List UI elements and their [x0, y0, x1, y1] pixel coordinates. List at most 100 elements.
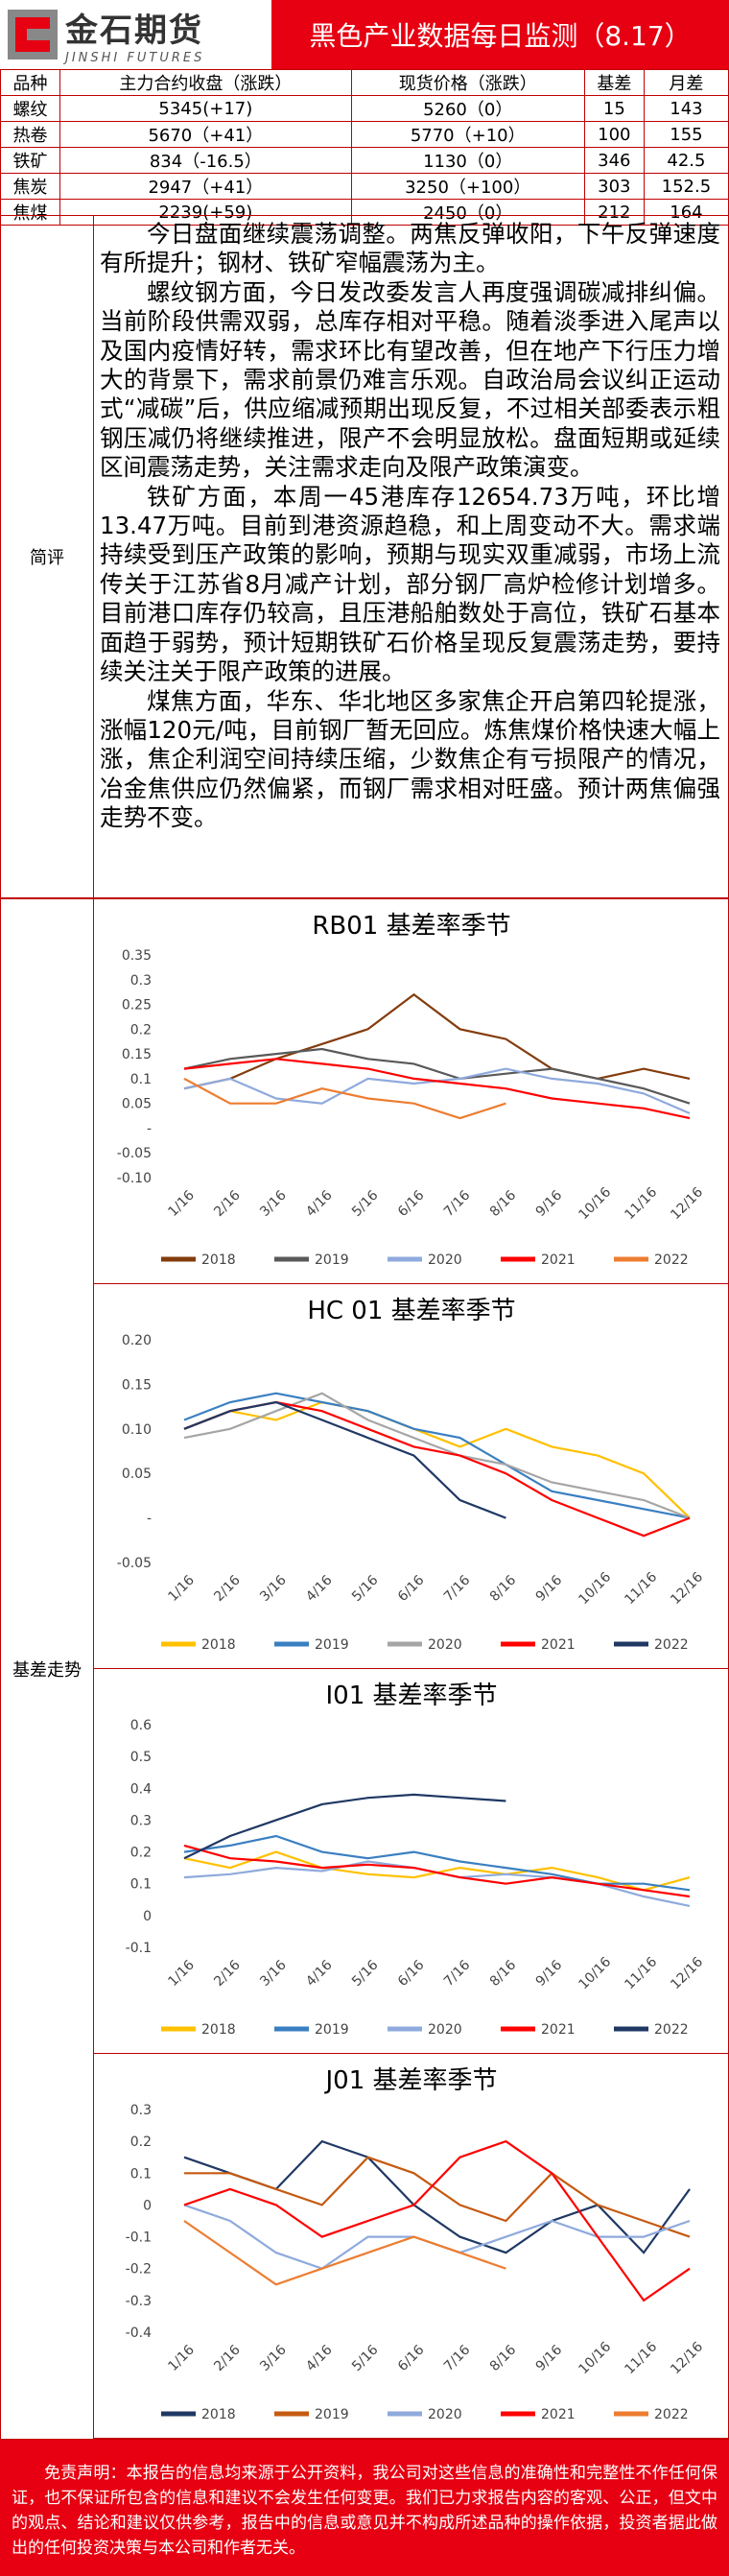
series-line: [183, 1844, 691, 1898]
legend-label: 2019: [315, 2022, 349, 2038]
table-cell: 2239(+59): [59, 199, 352, 226]
y-tick-label: -0.2: [126, 2262, 152, 2278]
table-cell: 5345(+17): [59, 95, 352, 122]
table-cell: 5260（0）: [350, 95, 585, 122]
legend-label: 2022: [654, 2407, 689, 2422]
chart-svg: J01 基差率季节 0.3 0.2 0.1 0 -0.1 -0.2 -0.3 -0.4 1/16 2…: [126, 2066, 707, 2422]
x-tick-label: 1/16: [165, 1187, 198, 1220]
chart-svg: RB01 基差率季节 0.35 0.3 0.25 0.2 0.15 0.1 0.05 - -0.0…: [117, 912, 706, 1268]
table-cell: 152.5: [643, 173, 729, 200]
x-tick-label: 2/16: [211, 1957, 244, 1990]
y-tick-label: 0.20: [122, 1333, 152, 1348]
series-line: [184, 2156, 691, 2238]
y-tick-label: 0.3: [130, 973, 152, 989]
y-tick-label: 0.15: [122, 1047, 152, 1062]
series-line: [183, 2139, 691, 2302]
x-tick-label: 12/16: [668, 1569, 706, 1608]
table-row: 热卷 5670（+41） 5770（+10） 100 155: [0, 121, 729, 148]
y-tick-label: -0.05: [117, 1146, 152, 1161]
table-cell: 303: [583, 173, 645, 200]
x-tick-label: 10/16: [576, 1184, 614, 1223]
table-row: 焦炭 2947（+41） 3250（+100） 303 152.5: [0, 173, 729, 200]
x-tick-label: 6/16: [395, 1187, 428, 1220]
table-cell: 155: [643, 121, 729, 148]
x-tick-label: 4/16: [303, 1187, 336, 1220]
chart-title: HC 01 基差率季节: [307, 1297, 515, 1325]
chart-svg: HC 01 基差率季节 0.20 0.15 0.10 0.05 - -0.05 1/16 2/1…: [117, 1297, 706, 1653]
table-row: 铁矿 834（-16.5） 1130（0） 346 42.5: [0, 147, 729, 174]
table-cell: 346: [583, 147, 645, 174]
series-line: [183, 2220, 506, 2286]
paragraph: 螺纹钢方面，今日发改委发言人再度强调碳减排纠偏。当前阶段供需双弱，总库存相对平稳…: [100, 277, 720, 482]
x-tick-label: 5/16: [349, 1957, 382, 1990]
y-tick-label: 0.4: [130, 1781, 152, 1797]
y-tick-label: 0.1: [130, 2166, 152, 2182]
x-tick-label: 7/16: [441, 1187, 474, 1220]
y-tick-label: -: [147, 1121, 152, 1136]
y-tick-label: -0.1: [126, 2230, 152, 2246]
y-tick-label: 0.3: [130, 2103, 152, 2118]
y-tick-label: 0.05: [122, 1097, 152, 1112]
x-tick-label: 1/16: [165, 1957, 198, 1990]
legend-label: 2022: [654, 1252, 689, 1268]
x-tick-label: 10/16: [576, 1569, 614, 1608]
paragraph: 今日盘面继续震荡调整。两焦反弹收阳，下午反弹速度有所提升；钢材、铁矿窄幅震荡为主…: [100, 220, 720, 277]
table-cell: 5670（+41）: [59, 121, 352, 148]
series-line: [183, 1400, 691, 1519]
logo-icon: [8, 10, 58, 60]
y-tick-label: -0.4: [126, 2326, 152, 2341]
legend-label: 2022: [654, 1637, 689, 1653]
chart-title: I01 基差率季节: [325, 1682, 497, 1710]
section-label: 基差走势: [1, 899, 94, 2439]
series-line: [183, 1793, 506, 1860]
column-header: 月差: [643, 69, 729, 96]
column-header: 品种: [0, 69, 61, 96]
table-row: 焦煤 2239(+59) 2450（0） 212 164: [0, 199, 729, 226]
chart: HC 01 基差率季节 0.20 0.15 0.10 0.05 - -0.05 1/16 2/1…: [94, 1284, 729, 1669]
x-tick-label: 5/16: [349, 2342, 382, 2374]
paragraph: 铁矿方面，本周一45港库存12654.73万吨，环比增13.47万吨。目前到港资…: [100, 482, 720, 686]
x-tick-label: 1/16: [165, 2342, 198, 2374]
comment-section: 简评 今日盘面继续震荡调整。两焦反弹收阳，下午反弹速度有所提升；钢材、铁矿窄幅震…: [0, 215, 729, 898]
legend-label: 2020: [428, 2022, 462, 2038]
x-tick-label: 7/16: [441, 1957, 474, 1990]
series-line: [183, 992, 691, 1090]
series-line: [183, 1058, 691, 1120]
column-header: 基差: [583, 69, 645, 96]
x-tick-label: 8/16: [487, 1187, 520, 1220]
y-tick-label: 0.2: [130, 1846, 152, 1861]
legend-label: 2018: [201, 2407, 236, 2422]
y-tick-label: 0.05: [122, 1467, 152, 1482]
y-tick-label: 0.10: [122, 1422, 152, 1438]
table-cell: 焦煤: [0, 199, 61, 226]
logo: 金石期货 JINSHI FUTURES: [0, 0, 271, 69]
table-row: 螺纹 5345(+17) 5260（0） 15 143: [0, 95, 729, 122]
series-line: [183, 1400, 691, 1538]
legend-label: 2020: [428, 1637, 462, 1653]
table-cell: 42.5: [643, 147, 729, 174]
legend-label: 2018: [201, 1252, 236, 1268]
legend-label: 2020: [428, 1252, 462, 1268]
x-tick-label: 12/16: [668, 1954, 706, 1992]
x-tick-label: 4/16: [303, 2342, 336, 2374]
y-tick-label: -0.10: [117, 1171, 152, 1186]
table-cell: 100: [583, 121, 645, 148]
x-tick-label: 9/16: [533, 1957, 566, 1990]
y-tick-label: -0.1: [126, 1941, 152, 1956]
x-tick-label: 2/16: [211, 1187, 244, 1220]
y-tick-label: 0.2: [130, 2135, 152, 2150]
y-tick-label: 0.1: [130, 1877, 152, 1893]
table-cell: 5770（+10）: [350, 121, 585, 148]
y-tick-label: -: [147, 1512, 152, 1527]
x-tick-label: 4/16: [303, 1572, 336, 1605]
header: 金石期货 JINSHI FUTURES 黑色产业数据每日监测（8.17）: [0, 0, 729, 69]
legend-label: 2021: [541, 1637, 576, 1653]
table-cell: 164: [643, 199, 729, 226]
series-line: [183, 1047, 691, 1105]
table-header: 品种 主力合约收盘（涨跌） 现货价格（涨跌） 基差 月差: [0, 69, 729, 96]
paragraph: 煤焦方面，华东、华北地区多家焦企开启第四轮提涨，涨幅120元/吨，目前钢厂暂无回…: [100, 686, 720, 832]
x-tick-label: 7/16: [441, 2342, 474, 2374]
x-tick-label: 6/16: [395, 2342, 428, 2374]
x-tick-label: 11/16: [622, 1184, 660, 1223]
